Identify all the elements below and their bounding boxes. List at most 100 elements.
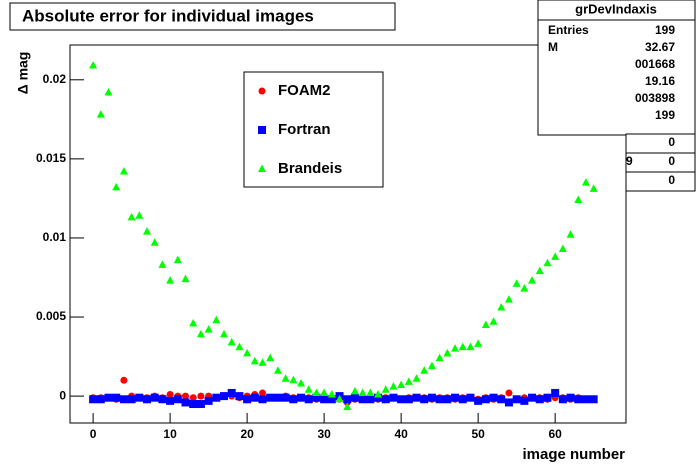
- y-tick-label: 0.005: [36, 309, 66, 323]
- x-tick-label: 0: [90, 427, 97, 441]
- point: [374, 393, 383, 402]
- point: [535, 266, 544, 275]
- point: [258, 87, 266, 95]
- point: [166, 391, 174, 399]
- point: [166, 276, 175, 284]
- point: [250, 393, 259, 402]
- point: [505, 389, 513, 397]
- point: [427, 361, 436, 370]
- stats-value: 0: [668, 173, 675, 187]
- point: [289, 395, 298, 404]
- point: [589, 184, 598, 192]
- point: [374, 390, 383, 398]
- x-tick-label: 20: [240, 427, 254, 441]
- legend-box: [243, 71, 384, 188]
- point: [304, 395, 313, 404]
- point: [189, 318, 198, 327]
- point: [350, 393, 359, 402]
- point: [335, 394, 344, 403]
- point: [197, 392, 205, 400]
- point: [512, 395, 521, 404]
- title-box: [9, 2, 396, 31]
- point: [104, 393, 113, 402]
- point: [366, 388, 375, 396]
- point: [204, 325, 213, 333]
- point: [551, 388, 560, 397]
- point: [243, 348, 252, 357]
- point: [281, 393, 290, 402]
- point: [273, 366, 282, 374]
- point: [189, 400, 198, 409]
- point: [443, 395, 452, 404]
- point: [196, 329, 205, 338]
- point: [312, 393, 321, 402]
- point: [112, 182, 121, 191]
- y-tick-label: 0.015: [36, 151, 66, 165]
- point: [258, 395, 267, 404]
- point: [574, 195, 583, 203]
- point: [581, 395, 590, 404]
- y-tick-label: 0: [59, 388, 66, 402]
- point: [119, 395, 128, 404]
- point: [389, 393, 398, 402]
- stats-label: 9: [626, 154, 633, 168]
- point: [551, 252, 560, 260]
- point: [504, 398, 513, 407]
- point: [96, 110, 105, 118]
- point: [381, 385, 390, 393]
- point: [397, 395, 406, 404]
- point: [266, 393, 275, 402]
- point: [258, 358, 267, 366]
- point: [427, 393, 436, 402]
- point: [404, 395, 413, 404]
- point: [358, 388, 367, 396]
- stats-cell: [625, 133, 696, 154]
- point: [543, 393, 552, 402]
- stats-box: [537, 19, 696, 136]
- point: [235, 342, 244, 351]
- point: [566, 230, 575, 238]
- point: [289, 375, 298, 384]
- x-axis-label: image number: [522, 446, 625, 463]
- point: [297, 393, 306, 402]
- point: [158, 260, 167, 268]
- point: [212, 315, 221, 324]
- stats-value: 32.67: [645, 40, 675, 54]
- legend-label: Brandeis: [278, 160, 342, 177]
- point: [212, 393, 221, 402]
- point: [412, 393, 421, 402]
- point: [558, 395, 567, 404]
- point: [196, 400, 205, 409]
- point: [143, 395, 152, 404]
- point: [435, 353, 444, 362]
- point: [281, 374, 290, 382]
- chart-title: Absolute error for individual images: [22, 6, 314, 25]
- point: [320, 388, 329, 396]
- point: [150, 393, 159, 402]
- point: [327, 395, 336, 404]
- point: [173, 395, 182, 404]
- point: [574, 395, 583, 404]
- stats-title: grDevIndaxis: [575, 1, 657, 16]
- point: [535, 395, 544, 404]
- point: [189, 394, 197, 402]
- point: [543, 258, 552, 267]
- stats-value: 199: [655, 23, 675, 37]
- point: [327, 390, 336, 398]
- point: [135, 211, 144, 219]
- point: [451, 393, 460, 402]
- point: [343, 395, 352, 404]
- point: [420, 366, 429, 374]
- point: [528, 393, 537, 402]
- point: [443, 348, 452, 357]
- stats-value: 001668: [635, 57, 675, 71]
- point: [204, 396, 213, 405]
- point: [520, 284, 529, 292]
- point: [258, 164, 266, 172]
- point: [143, 227, 152, 235]
- y-tick-label: 0.01: [43, 230, 67, 244]
- point: [381, 395, 390, 404]
- point: [250, 356, 259, 365]
- stats-value: 0: [668, 135, 675, 149]
